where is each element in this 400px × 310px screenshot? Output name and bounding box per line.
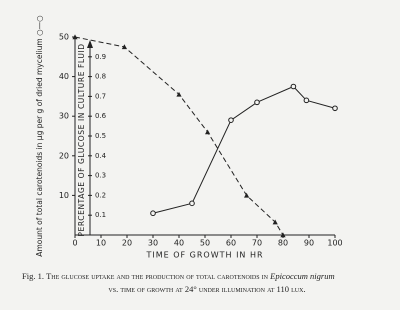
y2-tick-label: 0.8: [95, 73, 106, 81]
y-tick-label: 10: [59, 191, 69, 200]
x-tick-label: 40: [174, 239, 184, 248]
x-tick-label: 90: [304, 239, 314, 248]
point: [121, 44, 127, 50]
x-tick-label: 20: [122, 239, 132, 248]
x-tick-label: 50: [200, 239, 210, 248]
y-tick-label: 30: [59, 112, 69, 121]
x-tick-label: 80: [278, 239, 288, 248]
x-tick-label: 100: [327, 239, 342, 248]
x-tick-label: 60: [226, 239, 236, 248]
y2-arrow: [87, 40, 93, 48]
point: [72, 34, 78, 40]
y2-tick-label: 0.9: [95, 53, 106, 61]
y2-tick-label: 0.5: [95, 132, 106, 140]
series-line: [74, 36, 284, 236]
caption-species: Epicoccum nigrum: [270, 271, 335, 281]
caption: Fig. 1. The glucose uptake and the produ…: [22, 270, 392, 296]
point: [272, 219, 278, 225]
x-axis-label: TIME OF GROWTH IN HR: [145, 251, 263, 260]
y-axis-label: Amount of total carotenoids in μg per g …: [35, 15, 44, 256]
y-tick-label: 40: [59, 72, 69, 81]
caption-text: The glucose uptake and the production of…: [46, 271, 269, 281]
y-tick-label: 20: [59, 151, 69, 160]
point: [280, 232, 286, 238]
caption-line2: vs. time of growth at 24° under illumina…: [108, 284, 306, 294]
series-line: [152, 85, 336, 214]
y2-tick-label: 0.2: [95, 191, 106, 199]
point: [244, 192, 250, 198]
point: [254, 99, 260, 106]
y2-tick-label: 0.7: [95, 92, 106, 100]
y2-tick-label: 0.4: [95, 152, 107, 160]
point: [290, 83, 297, 90]
point: [332, 105, 338, 112]
y-tick-label: 50: [59, 33, 69, 42]
point: [205, 129, 211, 135]
y2-tick-label: 0.1: [95, 211, 106, 219]
point: [189, 200, 195, 207]
x-tick-label: 30: [148, 239, 158, 248]
point: [150, 210, 156, 217]
y2-tick-label: 0.3: [95, 172, 106, 180]
caption-label: Fig. 1.: [22, 271, 44, 281]
point: [228, 117, 234, 123]
x-tick-label: 10: [96, 239, 106, 248]
y2-tick-label: 0.6: [95, 112, 107, 120]
y2-axis-label: PERCENTAGE OF GLUCOSE IN CULTURE FLUID: [77, 43, 86, 236]
point: [176, 91, 182, 97]
x-tick-label: 0: [72, 239, 77, 248]
caption-line: Fig. 1. The glucose uptake and the produ…: [22, 270, 392, 283]
point: [303, 97, 310, 104]
x-tick-label: 70: [252, 239, 262, 248]
